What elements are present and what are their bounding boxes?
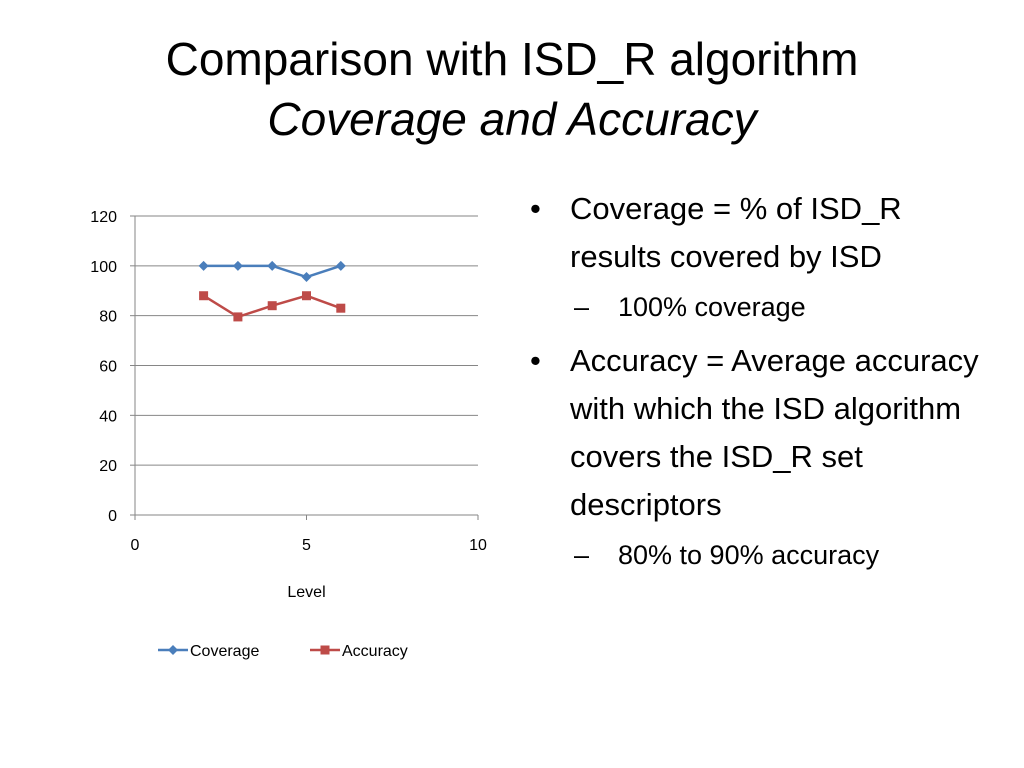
bullet-item: • Coverage = % of ISD_R results covered b…: [530, 185, 1000, 281]
bullet-list: • Coverage = % of ISD_R results covered b…: [530, 185, 1000, 585]
y-tick-label: 100: [90, 259, 117, 276]
bullet-marker: •: [530, 191, 541, 226]
data-point-accuracy: [336, 303, 346, 313]
sub-bullet-text: 80% to 90% accuracy: [618, 540, 880, 571]
x-axis-label: Level: [287, 584, 325, 601]
legend-swatch-marker: [320, 645, 330, 655]
legend-label: Accuracy: [342, 643, 408, 660]
data-point-coverage: [232, 260, 243, 271]
x-tick-label: 5: [302, 537, 311, 554]
x-tick-label: 0: [131, 537, 140, 554]
data-point-coverage: [301, 272, 312, 283]
sub-bullet-marker: –: [574, 540, 590, 571]
slide-title-block: Comparison with ISD_R algorithm Coverage…: [0, 30, 1024, 150]
data-point-accuracy: [199, 291, 209, 301]
data-point-accuracy: [267, 301, 277, 311]
sub-bullet-item: –80% to 90% accuracy: [574, 535, 1000, 577]
y-tick-label: 20: [99, 458, 117, 475]
line-chart: 0 20 40 60 80 100 120 0 5 10 Level Coverage Accuracy: [90, 209, 487, 660]
slide-subtitle: Coverage and Accuracy: [267, 92, 757, 145]
sub-bullet-marker: –: [574, 292, 590, 323]
legend-swatch-marker: [168, 645, 178, 655]
y-tick-label: 60: [99, 359, 117, 376]
data-point-coverage: [198, 260, 209, 271]
legend-label: Coverage: [190, 643, 259, 660]
y-tick-label: 80: [99, 309, 117, 326]
y-tick-label: 0: [108, 508, 117, 525]
slide-title: Comparison with ISD_R algorithm: [165, 33, 859, 85]
sub-bullet-text: 100% coverage: [618, 292, 806, 323]
bullet-marker: •: [530, 342, 541, 378]
x-tick-label: 10: [469, 537, 487, 554]
y-tick-label: 120: [90, 209, 117, 226]
bullet-item: • Accuracy = Average accuracy with which …: [530, 337, 1000, 529]
data-point-accuracy: [302, 291, 311, 301]
y-tick-label: 40: [99, 408, 117, 425]
sub-bullet-item: –100% coverage: [574, 287, 1000, 329]
data-point-coverage: [335, 260, 346, 271]
data-point-accuracy: [233, 312, 243, 322]
bullet-text: Coverage = % of ISD_R results covered by…: [570, 191, 902, 275]
data-point-coverage: [267, 260, 278, 271]
bullet-text: Accuracy = Average accuracy with which t…: [570, 342, 979, 523]
